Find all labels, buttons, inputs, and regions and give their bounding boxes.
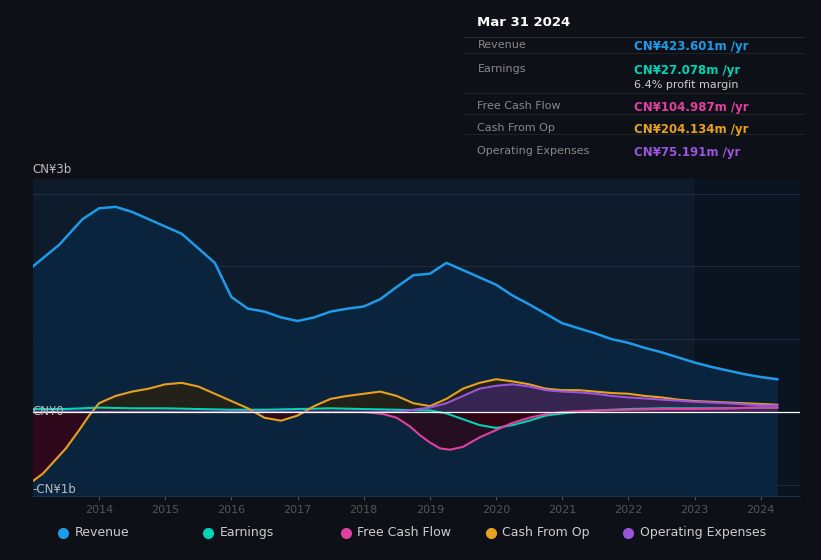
Text: Free Cash Flow: Free Cash Flow <box>357 526 452 539</box>
Text: Cash From Op: Cash From Op <box>502 526 590 539</box>
Text: 6.4% profit margin: 6.4% profit margin <box>635 80 739 90</box>
Text: Mar 31 2024: Mar 31 2024 <box>478 16 571 29</box>
Text: CN¥75.191m /yr: CN¥75.191m /yr <box>635 146 741 158</box>
Text: Revenue: Revenue <box>75 526 130 539</box>
Text: Cash From Op: Cash From Op <box>478 123 555 133</box>
Text: CN¥204.134m /yr: CN¥204.134m /yr <box>635 123 749 136</box>
Text: Free Cash Flow: Free Cash Flow <box>478 101 561 111</box>
Text: Earnings: Earnings <box>220 526 274 539</box>
Bar <box>695 179 800 496</box>
Text: CN¥3b: CN¥3b <box>33 164 72 176</box>
Text: Revenue: Revenue <box>478 40 526 50</box>
Text: CN¥423.601m /yr: CN¥423.601m /yr <box>635 40 749 53</box>
Text: Earnings: Earnings <box>478 64 526 74</box>
Text: -CN¥1b: -CN¥1b <box>33 483 76 496</box>
Text: CN¥27.078m /yr: CN¥27.078m /yr <box>635 64 741 77</box>
Text: Operating Expenses: Operating Expenses <box>640 526 766 539</box>
Text: CN¥0: CN¥0 <box>33 405 65 418</box>
Text: CN¥104.987m /yr: CN¥104.987m /yr <box>635 101 749 114</box>
Text: Operating Expenses: Operating Expenses <box>478 146 589 156</box>
